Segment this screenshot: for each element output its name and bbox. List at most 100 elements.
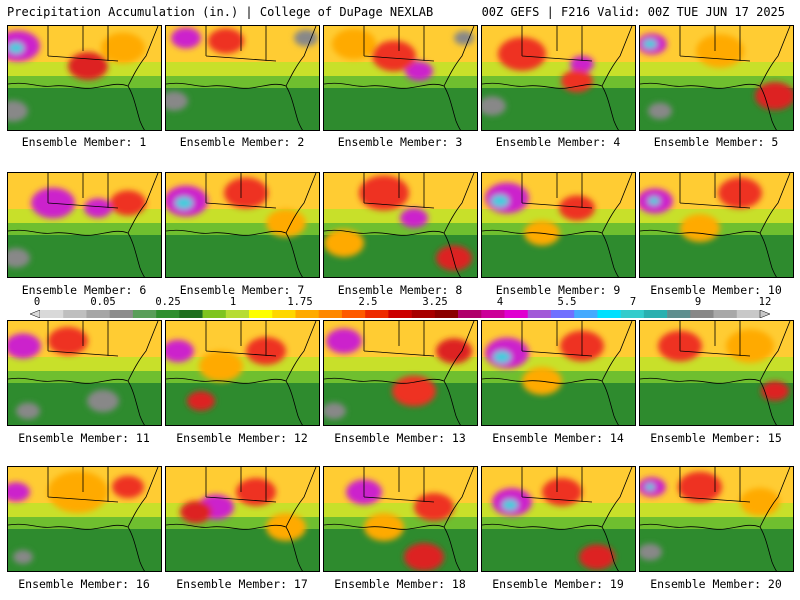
geographic-boundary: [521, 173, 593, 209]
precip-band: [324, 357, 477, 375]
colorbar-swatch: [597, 310, 621, 318]
precip-blob: [414, 493, 454, 521]
precip-field: [166, 26, 319, 130]
geographic-boundary: [127, 467, 159, 528]
map-title: Precipitation Accumulation (in.) | Colle…: [7, 5, 434, 19]
geographic-boundary: [640, 229, 777, 277]
precip-blob: [294, 29, 318, 47]
geographic-boundary: [759, 321, 791, 382]
geographic-boundary: [482, 229, 619, 277]
precip-blob: [491, 194, 509, 208]
colorbar-swatch: [40, 310, 64, 318]
precip-field: [166, 467, 319, 571]
precip-band: [482, 235, 635, 277]
colorbar-tick: 4: [496, 296, 504, 308]
colorbar-swatch: [365, 310, 389, 318]
precip-band: [640, 209, 793, 227]
precip-field: [324, 467, 477, 571]
geographic-boundary: [759, 173, 791, 234]
colorbar-swatch: [527, 310, 552, 318]
colorbar-swatch: [481, 310, 505, 318]
colorbar-swatch: [620, 310, 645, 318]
ensemble-member-map: [323, 466, 478, 572]
ensemble-member-label: Ensemble Member: 6: [21, 283, 147, 297]
precip-band: [324, 467, 477, 507]
ensemble-member-label: Ensemble Member: 8: [337, 283, 463, 297]
ensemble-member-map: [481, 320, 636, 426]
colorbar-min-arrow: [30, 310, 41, 318]
ensemble-member-map: [165, 320, 320, 426]
colorbar-swatch: [713, 310, 738, 318]
precip-band: [482, 88, 635, 130]
colorbar-tick: 1: [229, 296, 237, 308]
geographic-boundary: [759, 467, 791, 528]
geographic-boundary: [127, 321, 159, 382]
precip-field: [324, 26, 477, 130]
ensemble-member-map: [481, 25, 636, 131]
precip-blob: [326, 328, 362, 354]
precip-field: [640, 467, 793, 571]
ensemble-member-label: Ensemble Member: 20: [650, 577, 782, 591]
precip-blob: [8, 482, 30, 502]
geographic-boundary: [166, 82, 303, 130]
geographic-boundary: [205, 26, 277, 62]
colorbar-tick: 9: [694, 296, 702, 308]
precip-blob: [187, 391, 215, 411]
ensemble-member-map: [7, 466, 162, 572]
geographic-boundary: [363, 467, 435, 503]
geographic-boundary: [363, 26, 435, 62]
colorbar-swatch: [86, 310, 110, 318]
ensemble-member-label: Ensemble Member: 10: [650, 283, 782, 297]
geographic-boundary: [443, 173, 475, 234]
ensemble-member-map: [323, 320, 478, 426]
colorbar-swatch: [132, 310, 157, 318]
ensemble-member-map: [323, 172, 478, 278]
precip-field: [8, 26, 161, 130]
colorbar-max-arrow: [759, 310, 770, 318]
geographic-boundary: [127, 173, 159, 234]
geographic-boundary: [443, 26, 475, 87]
precip-blob: [48, 471, 108, 513]
precip-blob: [84, 198, 112, 218]
colorbar-swatch: [341, 310, 366, 318]
ensemble-member-map: [639, 320, 794, 426]
precip-band: [482, 209, 635, 227]
precip-blob: [392, 375, 436, 407]
precip-blob: [726, 329, 774, 363]
ensemble-member-label: Ensemble Member: 13: [334, 431, 466, 445]
colorbar-tick: 0.05: [90, 296, 116, 308]
precip-blob: [645, 483, 655, 491]
precip-blob: [112, 475, 144, 499]
geographic-boundary: [482, 82, 619, 130]
precip-blob: [8, 30, 40, 62]
ensemble-member-map: [639, 25, 794, 131]
precip-band: [8, 529, 161, 571]
precip-blob: [579, 544, 615, 570]
precip-blob: [324, 402, 346, 420]
precip-band: [482, 529, 635, 571]
geographic-boundary: [679, 467, 751, 503]
geographic-boundary: [640, 82, 777, 130]
geographic-boundary: [205, 321, 277, 357]
geographic-boundary: [47, 173, 119, 209]
geographic-boundary: [285, 321, 317, 382]
geographic-boundary: [285, 26, 317, 87]
ensemble-member-label: Ensemble Member: 16: [18, 577, 150, 591]
geographic-boundary: [205, 173, 277, 209]
ensemble-member-label: Ensemble Member: 7: [179, 283, 305, 297]
geographic-boundary: [640, 377, 777, 425]
precip-blob: [166, 339, 194, 363]
geographic-boundary: [205, 467, 277, 503]
geographic-boundary: [8, 377, 145, 425]
ensemble-member-label: Ensemble Member: 4: [495, 135, 621, 149]
colorbar-swatch: [667, 310, 691, 318]
colorbar-tick: 12: [758, 296, 772, 308]
precip-blob: [266, 209, 306, 237]
precip-blob: [224, 177, 268, 209]
precip-blob: [372, 40, 416, 72]
ensemble-member-label: Ensemble Member: 9: [495, 283, 621, 297]
precip-field: [166, 321, 319, 425]
precip-blob: [640, 543, 662, 561]
colorbar-swatch: [458, 310, 482, 318]
colorbar-swatch: [504, 310, 529, 318]
